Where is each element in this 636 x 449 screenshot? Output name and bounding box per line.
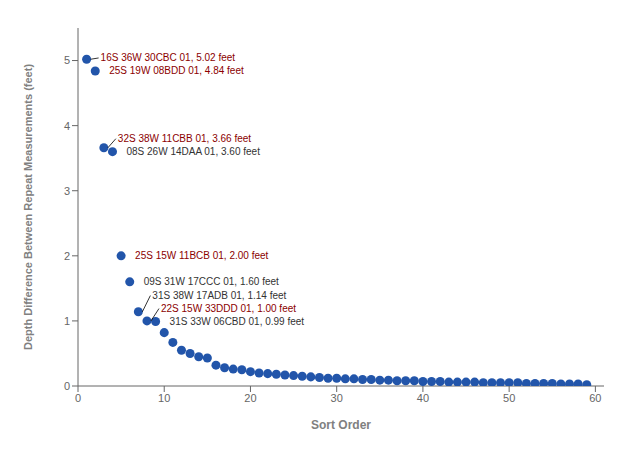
svg-text:20: 20: [244, 392, 256, 404]
svg-text:08S 26W 14DAA 01, 3.60 feet: 08S 26W 14DAA 01, 3.60 feet: [126, 146, 260, 157]
svg-text:Depth Difference Between Repea: Depth Difference Between Repeat Measurem…: [22, 64, 34, 350]
svg-text:32S 38W 11CBB 01, 3.66 feet: 32S 38W 11CBB 01, 3.66 feet: [118, 133, 251, 144]
svg-text:5: 5: [64, 54, 70, 66]
svg-text:2: 2: [64, 250, 70, 262]
svg-text:09S 31W 17CCC 01, 1.60 feet: 09S 31W 17CCC 01, 1.60 feet: [144, 276, 279, 287]
svg-text:0: 0: [64, 380, 70, 392]
svg-text:31S 38W 17ADB 01, 1.14 feet: 31S 38W 17ADB 01, 1.14 feet: [152, 290, 286, 301]
svg-text:25S 15W 11BCB 01, 2.00 feet: 25S 15W 11BCB 01, 2.00 feet: [135, 250, 268, 261]
svg-text:50: 50: [503, 392, 515, 404]
svg-text:10: 10: [158, 392, 170, 404]
svg-text:31S 33W 06CBD 01, 0.99 feet: 31S 33W 06CBD 01, 0.99 feet: [170, 316, 305, 327]
svg-text:0: 0: [75, 392, 81, 404]
svg-text:22S 15W 33DDD 01, 1.00 feet: 22S 15W 33DDD 01, 1.00 feet: [161, 303, 296, 314]
svg-text:Sort Order: Sort Order: [311, 418, 371, 432]
svg-text:16S 36W 30CBC 01, 5.02 feet: 16S 36W 30CBC 01, 5.02 feet: [101, 52, 236, 63]
svg-text:4: 4: [64, 120, 70, 132]
svg-text:40: 40: [417, 392, 429, 404]
svg-text:25S 19W 08BDD 01, 4.84 feet: 25S 19W 08BDD 01, 4.84 feet: [109, 65, 244, 76]
svg-text:60: 60: [589, 392, 601, 404]
svg-text:30: 30: [331, 392, 343, 404]
svg-text:3: 3: [64, 185, 70, 197]
svg-text:1: 1: [64, 315, 70, 327]
